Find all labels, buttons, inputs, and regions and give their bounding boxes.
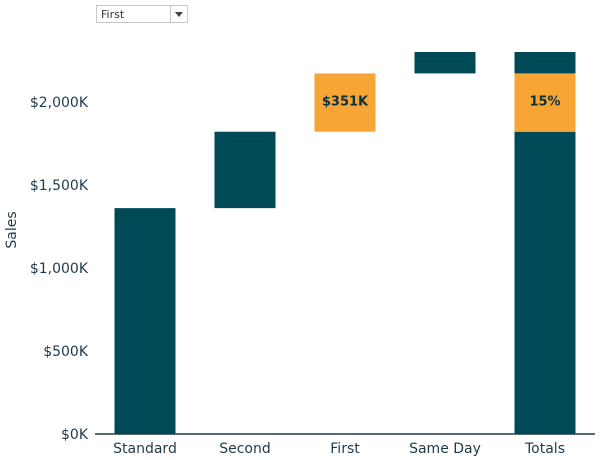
bar-standard-segment[interactable]: [114, 208, 176, 434]
chevron-down-icon[interactable]: [170, 6, 187, 22]
x-tick-label: Standard: [113, 441, 177, 457]
x-tick-label: First: [330, 441, 360, 457]
y-tick-label: $2,000K: [30, 95, 89, 111]
bar-totals-segment[interactable]: [514, 73, 576, 132]
bar-data-label: 15%: [529, 94, 560, 109]
bar-same-day-segment[interactable]: [414, 52, 476, 74]
x-tick-label: Totals: [524, 441, 565, 457]
x-axis: Standard Second First Same Day Totals: [113, 441, 565, 457]
x-tick-label: Same Day: [409, 441, 481, 457]
y-axis: $0K $500K $1,000K $1,500K $2,000K: [30, 95, 89, 443]
y-tick-label: $500K: [43, 344, 89, 360]
shipping-filter-select[interactable]: First: [96, 5, 188, 23]
bar-first-segment[interactable]: [314, 73, 376, 132]
bar-second-segment[interactable]: [214, 131, 276, 209]
y-axis-title: Sales: [4, 211, 20, 248]
y-tick-label: $1,000K: [30, 261, 89, 277]
x-tick-label: Second: [219, 441, 271, 457]
filter-selected-value: First: [101, 8, 125, 21]
bar-totals-segment[interactable]: [514, 131, 576, 434]
bar-totals-segment[interactable]: [514, 52, 576, 74]
bar-data-label: $351K: [322, 94, 369, 109]
y-tick-label: $0K: [61, 427, 89, 443]
y-tick-label: $1,500K: [30, 178, 89, 194]
bar-labels: $351K 15%: [322, 94, 561, 109]
bars: [114, 52, 576, 434]
